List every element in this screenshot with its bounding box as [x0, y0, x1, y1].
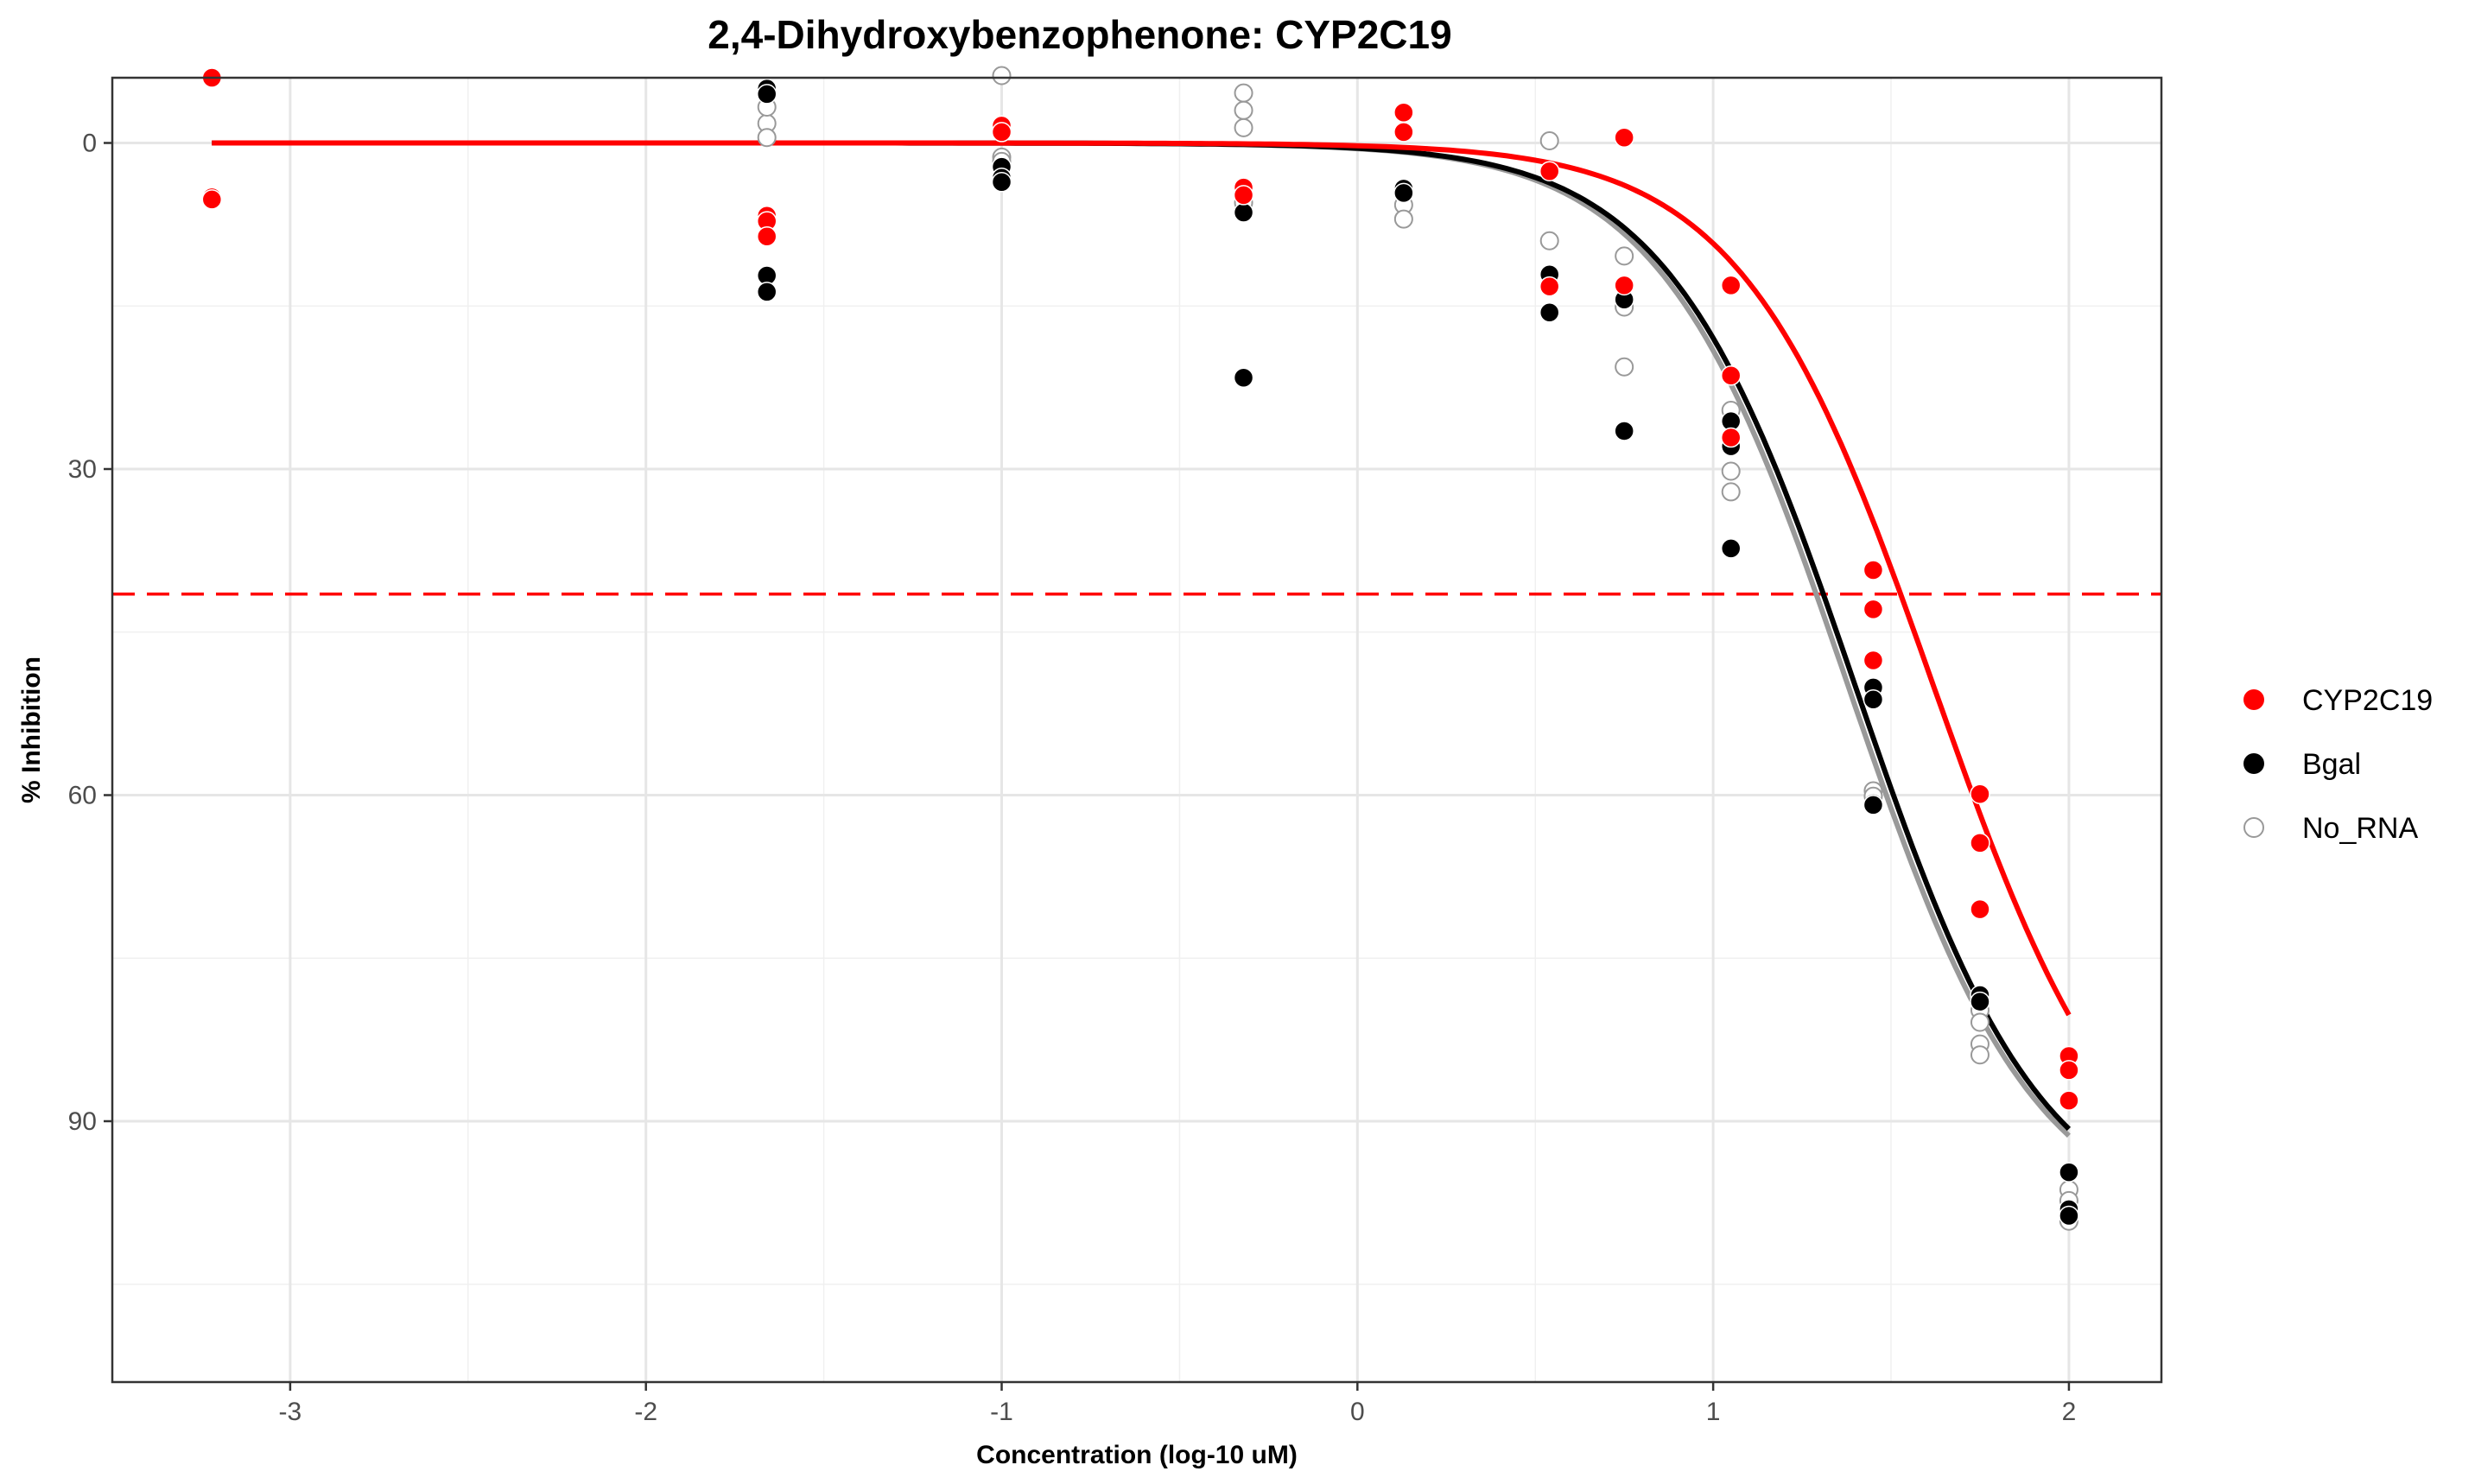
legend-key-bgal: [2243, 753, 2264, 774]
fit-curve-cyp2c19: [212, 140, 2072, 1017]
plot-border: [111, 76, 2163, 1384]
x-tick-label: 1: [1706, 1398, 1721, 1426]
point-bgal: [1539, 302, 1560, 323]
point-bgal: [1393, 182, 1414, 204]
point-no-rna: [1393, 209, 1413, 229]
legend: CYP2C19 Bgal No_RNA: [2243, 684, 2433, 845]
x-tick-label: 0: [1350, 1398, 1365, 1426]
point-cyp2c19: [756, 225, 777, 247]
point-no-rna: [1234, 83, 1253, 103]
point-bgal: [1233, 367, 1254, 389]
y-axis: 0 30 60 90: [68, 130, 112, 1136]
x-tick-label: 2: [2062, 1398, 2077, 1426]
point-cyp2c19: [1863, 650, 1884, 671]
point-cyp2c19: [2059, 1060, 2079, 1081]
y-tick-label: 30: [68, 455, 97, 484]
point-cyp2c19: [201, 189, 223, 210]
point-bgal: [1863, 795, 1884, 815]
plot-area: [111, 66, 2163, 1384]
grid-minor: [112, 78, 2161, 1382]
point-bgal: [1614, 421, 1634, 441]
point-no-rna: [1721, 482, 1741, 502]
point-no-rna: [1615, 357, 1634, 377]
point-cyp2c19: [1970, 898, 1990, 920]
point-cyp2c19: [1970, 833, 1990, 853]
x-tick-label: -1: [990, 1398, 1013, 1426]
point-cyp2c19: [1233, 185, 1254, 206]
y-tick-label: 90: [68, 1107, 97, 1136]
point-cyp2c19: [1393, 122, 1414, 143]
point-bgal: [756, 84, 777, 105]
point-bgal: [2059, 1205, 2079, 1227]
point-bgal: [2059, 1162, 2079, 1183]
x-tick-label: -2: [634, 1398, 657, 1426]
point-no-rna: [1539, 130, 1559, 150]
point-cyp2c19: [1720, 365, 1742, 386]
point-no-rna: [1970, 1045, 1990, 1065]
x-tick-label: -3: [279, 1398, 302, 1426]
point-bgal: [1720, 538, 1742, 559]
point-cyp2c19: [2059, 1090, 2079, 1111]
fit-curves: [212, 140, 2072, 1138]
legend-label-bgal: Bgal: [2302, 748, 2361, 781]
point-cyp2c19: [1614, 275, 1634, 296]
point-no-rna: [1721, 461, 1741, 481]
point-cyp2c19: [1970, 783, 1990, 804]
point-cyp2c19: [1539, 276, 1560, 297]
point-cyp2c19: [1393, 102, 1414, 124]
point-bgal: [1863, 689, 1884, 710]
point-cyp2c19: [1720, 427, 1742, 448]
point-cyp2c19: [1539, 161, 1560, 181]
point-no-rna: [757, 128, 777, 148]
legend-label-no-rna: No_RNA: [2302, 812, 2418, 845]
grid-major: [112, 78, 2161, 1382]
point-cyp2c19: [1614, 127, 1634, 148]
legend-key-no-rna: [2243, 817, 2264, 838]
point-cyp2c19: [1863, 560, 1884, 580]
point-no-rna: [1615, 246, 1634, 266]
y-tick-label: 60: [68, 782, 97, 810]
point-no-rna: [992, 66, 1012, 86]
legend-label-cyp2c19: CYP2C19: [2302, 684, 2433, 717]
y-axis-label: % Inhibition: [17, 656, 46, 803]
x-axis: -3 -2 -1 0 1 2: [279, 1382, 2077, 1426]
point-no-rna: [1234, 100, 1253, 120]
x-axis-label: Concentration (log-10 uM): [976, 1441, 1298, 1469]
y-tick-label: 0: [82, 130, 97, 158]
point-cyp2c19: [1720, 275, 1742, 296]
chart-title: 2,4-Dihydroxybenzophenone: CYP2C19: [708, 12, 1451, 57]
point-cyp2c19: [991, 122, 1012, 143]
plot-background: [112, 78, 2161, 1382]
point-bgal: [756, 282, 777, 302]
data-points: [201, 66, 2079, 1231]
point-no-rna: [1970, 1012, 1990, 1032]
point-cyp2c19: [1863, 599, 1884, 620]
point-no-rna: [1234, 117, 1253, 137]
legend-key-cyp2c19: [2243, 689, 2264, 710]
point-bgal: [1970, 991, 1990, 1012]
point-bgal: [1233, 202, 1254, 223]
point-no-rna: [1539, 231, 1559, 251]
point-bgal: [991, 172, 1012, 193]
